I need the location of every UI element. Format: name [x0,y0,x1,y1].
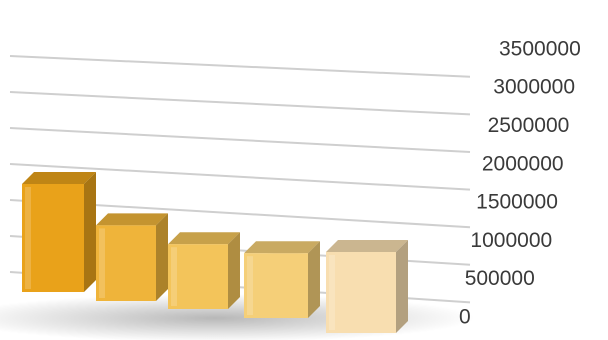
bar-1 [22,172,96,292]
bar-3-highlight [171,247,177,306]
bar-2-highlight [99,228,105,298]
bar-4 [244,241,320,318]
bar-5-top [326,240,408,252]
bar-4-front [244,253,308,318]
y-axis-tick-labels: 0500000100000015000002000000250000030000… [459,37,581,328]
bar-3 [168,232,240,309]
bar-3-front [168,244,228,309]
gridline-3500000 [9,55,471,78]
bar-2 [96,213,168,301]
bar-4-highlight [247,256,253,315]
bar-2-front [96,225,156,301]
y-tick-label-3000000: 3000000 [493,76,575,99]
bar-1-highlight [25,187,31,289]
gridline-2000000 [9,163,471,191]
bar-3-top [168,232,240,245]
bar-1-top [22,172,96,184]
gridline-3000000 [9,91,471,116]
y-tick-label-3500000: 3500000 [499,37,581,60]
bar-1-front [22,184,84,292]
bar-4-side [308,241,320,318]
bar-5-side [396,240,408,333]
bar-4-top [244,241,320,254]
bar-2-top [96,213,168,226]
y-tick-label-2500000: 2500000 [488,114,570,137]
bar-3-side [228,232,240,309]
gridline-2500000 [9,127,471,153]
bars [0,172,475,340]
bar-5-front [326,252,396,333]
y-tick-label-2000000: 2000000 [482,152,564,175]
bar-1-side [84,172,96,292]
bar-5 [326,240,408,333]
y-tick-label-1500000: 1500000 [476,191,558,214]
bar-2-side [156,213,168,301]
bar-5-highlight [329,255,335,330]
y-tick-label-1000000: 1000000 [470,229,552,252]
y-tick-label-500000: 500000 [465,267,535,290]
